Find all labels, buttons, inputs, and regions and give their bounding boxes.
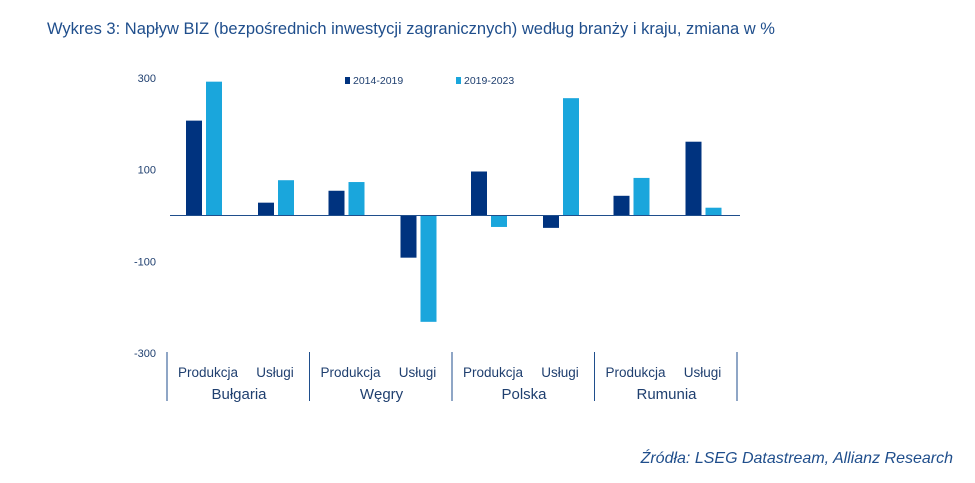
bar — [328, 190, 345, 216]
country-label: Bułgaria — [211, 386, 267, 403]
source-note: Źródła: LSEG Datastream, Allianz Researc… — [640, 450, 953, 467]
bar — [563, 98, 579, 216]
y-tick-label: 300 — [138, 73, 156, 85]
bar — [543, 215, 559, 228]
bar — [633, 177, 650, 216]
country-label: Rumunia — [636, 386, 697, 403]
sector-label: Produkcja — [605, 365, 666, 380]
sector-label: Usługi — [541, 365, 579, 380]
bar — [420, 215, 437, 322]
bar — [471, 171, 487, 216]
sector-label: Usługi — [399, 365, 437, 380]
bar — [400, 215, 417, 258]
sector-label: Produkcja — [320, 365, 381, 380]
bar — [348, 182, 365, 216]
bar — [278, 180, 294, 216]
bar — [186, 120, 202, 216]
bar — [705, 207, 722, 216]
legend-label: 2014-2019 — [353, 75, 403, 87]
country-label: Polska — [501, 386, 547, 403]
sector-label: Usługi — [684, 365, 722, 380]
chart-title: Wykres 3: Napływ BIZ (bezpośrednich inwe… — [47, 20, 775, 38]
legend-swatch — [345, 77, 350, 84]
bar — [206, 81, 222, 216]
y-tick-label: -300 — [134, 348, 156, 360]
country-label: Węgry — [360, 386, 404, 403]
legend-swatch — [456, 77, 461, 84]
y-tick-label: 100 — [138, 165, 156, 177]
y-tick-label: -100 — [134, 256, 156, 268]
legend-label: 2019-2023 — [464, 75, 514, 87]
bar — [491, 215, 507, 227]
sector-label: Produkcja — [463, 365, 524, 380]
sector-label: Usługi — [256, 365, 294, 380]
sector-label: Produkcja — [178, 365, 239, 380]
bar — [685, 141, 702, 216]
bar — [613, 195, 630, 216]
bar — [258, 202, 274, 216]
